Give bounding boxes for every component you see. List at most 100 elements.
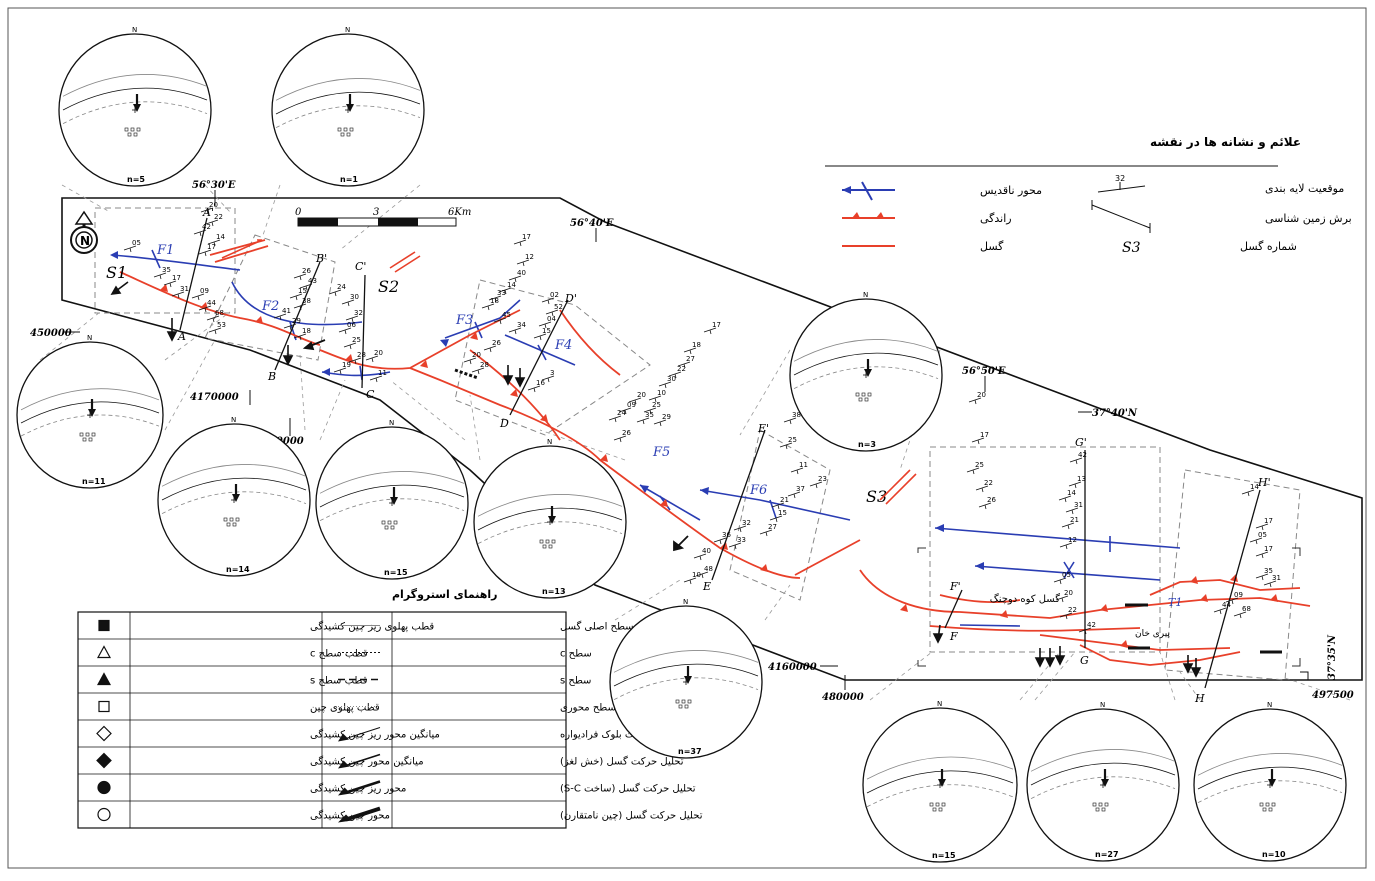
- dip-value: 24: [617, 409, 626, 417]
- dip-value: 27: [768, 523, 777, 531]
- dip-value: 25: [975, 461, 984, 469]
- stereonet-2: Nn=1: [271, 26, 425, 187]
- stereonet-count-7: n=3: [858, 440, 876, 449]
- lon-label-2: 56°40'E: [570, 218, 614, 229]
- dip-value: 11: [378, 369, 387, 377]
- scale-end: 6Km: [448, 207, 471, 218]
- stereonet-north-4: N: [231, 416, 236, 424]
- map-symbols-legend: علائم و نشانه ها در نقشه محور ناقدیس ران…: [825, 135, 1352, 256]
- stereonet-3: Nn=11: [16, 334, 164, 489]
- stereonet-count-11: n=10: [1262, 850, 1286, 859]
- dip-value: 12: [525, 253, 534, 261]
- dip-value: 48: [704, 565, 713, 573]
- stereonet-5: Nn=15: [315, 419, 469, 580]
- fault-f5: F5: [652, 445, 670, 460]
- stereonet-7: Nn=3: [789, 291, 943, 452]
- dip-value: 68: [1242, 605, 1251, 613]
- stereo-legend-symbol-7: [97, 807, 111, 822]
- stereonet-9: Nn=15: [862, 700, 1018, 863]
- dip-value: 02: [550, 291, 559, 299]
- north-arrow: N: [70, 210, 98, 254]
- dip-value: 68: [215, 309, 224, 317]
- stereonet-count-3: n=11: [82, 477, 106, 486]
- stereonet-north-7: N: [863, 291, 868, 299]
- stereo-legend-symbol-0: [98, 619, 110, 632]
- stereonet-count-2: n=1: [340, 175, 358, 184]
- stereonet-10: Nn=27: [1026, 701, 1180, 862]
- faults: [119, 239, 1311, 666]
- fault-f3: F3: [455, 313, 473, 328]
- dip-value: 06: [347, 321, 356, 329]
- dip-value: 26: [492, 339, 501, 347]
- stereo-legend-right-2: سطح s: [560, 676, 591, 687]
- dip-value: 15: [298, 287, 307, 295]
- dip-value: 20: [977, 391, 986, 399]
- dip-value: 29: [292, 317, 301, 325]
- dip-value: 20: [374, 349, 383, 357]
- stereonet-north-5: N: [389, 419, 394, 427]
- dip-value: 22: [677, 365, 686, 373]
- fault-f1: F1: [156, 243, 174, 258]
- dip-value: 38: [792, 411, 801, 419]
- dip-value: 31: [1074, 501, 1083, 509]
- stereo-legend-left-0: قطب پهلوی ریز چین کشیدگی: [310, 621, 434, 633]
- dip-value: 14: [1250, 483, 1259, 491]
- dip-value: 15: [542, 327, 551, 335]
- dip-value: 3: [550, 369, 554, 377]
- stereonet-count-9: n=15: [932, 851, 956, 860]
- stereonets: Nn=5Nn=1Nn=11Nn=14Nn=15Nn=13Nn=3Nn=37Nn=…: [16, 26, 1347, 863]
- dip-value: 21: [780, 496, 789, 504]
- stereo-legend-left-4: میانگین محور ریز چین کشیدگی: [310, 729, 440, 741]
- strike-slip-arrows: [221, 239, 917, 505]
- stereo-legend-symbol-6: [97, 780, 111, 795]
- dip-value: 37: [796, 485, 805, 493]
- dip-value: 20: [209, 201, 218, 209]
- dip-value: 24: [337, 283, 346, 291]
- scale-zero: 0: [295, 207, 302, 218]
- dip-value: 19: [342, 361, 351, 369]
- dip-value: 26: [622, 429, 631, 437]
- sec-f1: F': [949, 580, 961, 593]
- easting-4: 497500: [1312, 690, 1354, 701]
- dip-value: 05: [1258, 531, 1267, 539]
- dip-value: 23: [818, 475, 827, 483]
- dip-value: 34: [517, 321, 526, 329]
- sec-d1: D': [564, 292, 577, 305]
- stereonet-count-1: n=5: [127, 175, 145, 184]
- dip-value: 11: [799, 461, 808, 469]
- stereo-legend-left-5: میانگین محور چین کشیدگی: [310, 756, 424, 768]
- stereonet-north-10: N: [1100, 701, 1105, 709]
- dip-value: 20: [1064, 589, 1073, 597]
- easting-1: 450000: [30, 328, 72, 339]
- sec-b1: B': [315, 252, 327, 265]
- dip-value: 53: [217, 321, 226, 329]
- stereonet-4: Nn=14: [157, 416, 311, 577]
- stereo-legend-right-6: تحلیل حرکت گسل (ساخت S-C): [560, 783, 696, 795]
- dip-value: 10: [657, 389, 666, 397]
- legend-thrust-label: راندگی: [980, 212, 1012, 225]
- figure-frame: [7, 7, 1367, 869]
- stereonet-6: Nn=13: [473, 438, 627, 599]
- stereonet-1: Nn=5: [58, 26, 212, 187]
- dip-value: 20: [472, 351, 481, 359]
- dip-value: 31: [1272, 574, 1281, 582]
- dip-value: 28: [357, 351, 366, 359]
- dip-value: 42: [202, 223, 211, 231]
- dip-value: 17: [980, 431, 989, 439]
- sec-h1: H': [1257, 476, 1271, 489]
- sec-c2: C: [366, 388, 375, 401]
- stereo-legend-right-1: سطح c: [560, 649, 592, 660]
- dip-value: 32: [354, 309, 363, 317]
- thrust-teeth: [160, 284, 1278, 648]
- dip-value: 40: [517, 269, 526, 277]
- dip-value: 17: [522, 233, 531, 241]
- lat-label-1: 37°40'N: [1092, 408, 1138, 419]
- dip-value: 14: [216, 233, 225, 241]
- dip-value: 09: [627, 401, 636, 409]
- dip-value: 17: [1264, 517, 1273, 525]
- lat-label-2: 37°35'N: [1327, 634, 1338, 680]
- sec-g1: G': [1075, 436, 1087, 449]
